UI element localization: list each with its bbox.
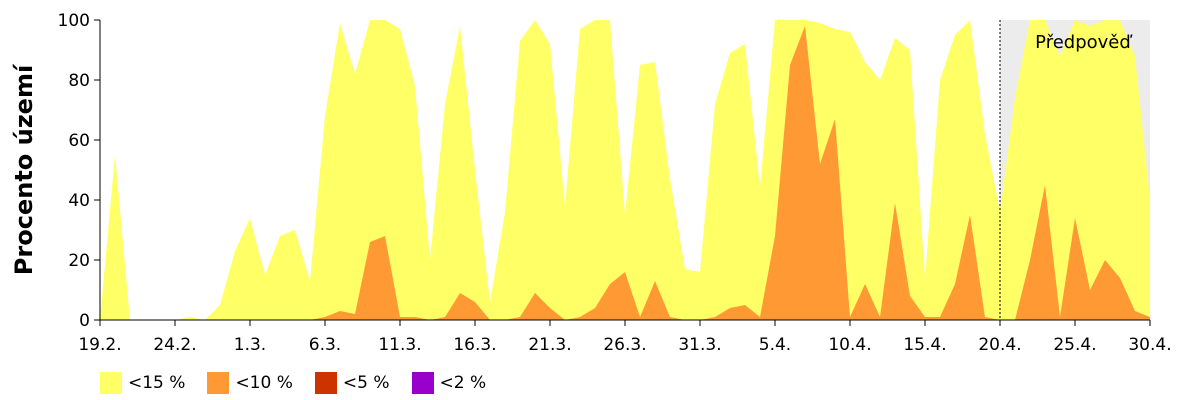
x-tick-label: 11.3. — [378, 335, 421, 355]
y-tick-label: 80 — [68, 71, 90, 91]
y-tick-label: 40 — [68, 191, 90, 211]
legend-item-2: <10 % — [207, 372, 293, 394]
legend-label: <10 % — [235, 373, 293, 393]
legend-label: <2 % — [439, 373, 487, 393]
series-area-2 — [100, 26, 1150, 320]
series-area-1 — [100, 20, 1150, 320]
legend-item-1: <15 % — [100, 372, 185, 394]
x-tick-label: 15.4. — [903, 335, 946, 355]
x-tick-label: 30.4. — [1128, 335, 1171, 355]
forecast-label: Předpověď — [1035, 32, 1133, 53]
legend-swatch — [207, 372, 230, 394]
legend-swatch — [100, 372, 122, 394]
y-axis-title: Procento území — [10, 63, 38, 275]
x-tick-label: 25.4. — [1053, 335, 1096, 355]
y-tick-label: 100 — [58, 11, 90, 31]
legend-swatch — [314, 372, 337, 394]
x-tick-label: 19.2. — [78, 335, 121, 355]
x-tick-label: 6.3. — [309, 335, 341, 355]
legend-item-4: <2 % — [411, 372, 487, 394]
legend-label: <5 % — [342, 373, 390, 393]
x-tick-label: 5.4. — [759, 335, 791, 355]
x-tick-label: 20.4. — [978, 335, 1021, 355]
x-tick-label: 24.2. — [153, 335, 196, 355]
x-tick-label: 1.3. — [234, 335, 266, 355]
legend-item-3: <5 % — [314, 372, 390, 394]
x-tick-label: 16.3. — [453, 335, 496, 355]
y-tick-label: 0 — [79, 311, 90, 331]
x-tick-label: 31.3. — [678, 335, 721, 355]
x-tick-label: 21.3. — [528, 335, 571, 355]
legend-swatch — [411, 372, 434, 394]
x-tick-label: 10.4. — [828, 335, 871, 355]
legend: <15 % <10 % <5 % <2 % — [100, 372, 486, 394]
y-tick-label: 20 — [68, 251, 90, 271]
x-tick-label: 26.3. — [603, 335, 646, 355]
y-tick-label: 60 — [68, 131, 90, 151]
legend-label: <15 % — [128, 373, 186, 393]
